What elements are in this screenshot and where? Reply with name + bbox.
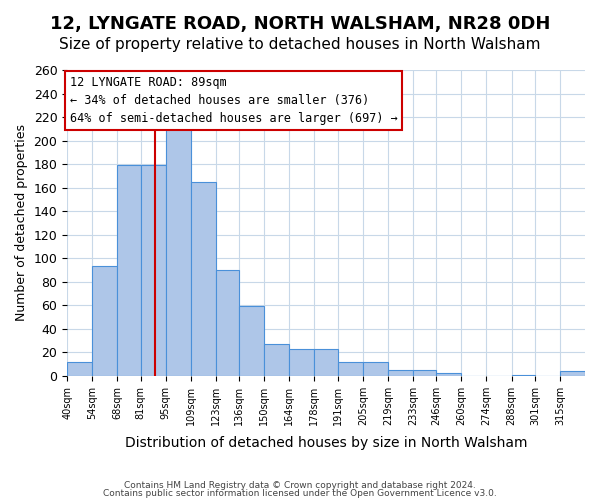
Bar: [92, 266, 118, 376]
Bar: [314, 348, 338, 376]
Text: 12 LYNGATE ROAD: 89sqm
← 34% of detached houses are smaller (376)
64% of semi-de: 12 LYNGATE ROAD: 89sqm ← 34% of detached…: [70, 76, 397, 125]
Bar: [216, 270, 239, 376]
Bar: [67, 362, 92, 376]
Bar: [338, 362, 363, 376]
Y-axis label: Number of detached properties: Number of detached properties: [15, 124, 28, 322]
Bar: [436, 374, 461, 376]
Bar: [239, 306, 264, 376]
Bar: [191, 182, 216, 376]
Bar: [512, 374, 535, 376]
Text: 12, LYNGATE ROAD, NORTH WALSHAM, NR28 0DH: 12, LYNGATE ROAD, NORTH WALSHAM, NR28 0D…: [50, 15, 550, 33]
Bar: [166, 129, 191, 376]
Bar: [560, 371, 585, 376]
Bar: [289, 348, 314, 376]
Bar: [388, 370, 413, 376]
Text: Contains public sector information licensed under the Open Government Licence v3: Contains public sector information licen…: [103, 488, 497, 498]
Text: Size of property relative to detached houses in North Walsham: Size of property relative to detached ho…: [59, 38, 541, 52]
X-axis label: Distribution of detached houses by size in North Walsham: Distribution of detached houses by size …: [125, 436, 527, 450]
Bar: [118, 166, 140, 376]
Bar: [363, 362, 388, 376]
Bar: [264, 344, 289, 376]
Bar: [140, 166, 166, 376]
Bar: [413, 370, 436, 376]
Text: Contains HM Land Registry data © Crown copyright and database right 2024.: Contains HM Land Registry data © Crown c…: [124, 481, 476, 490]
